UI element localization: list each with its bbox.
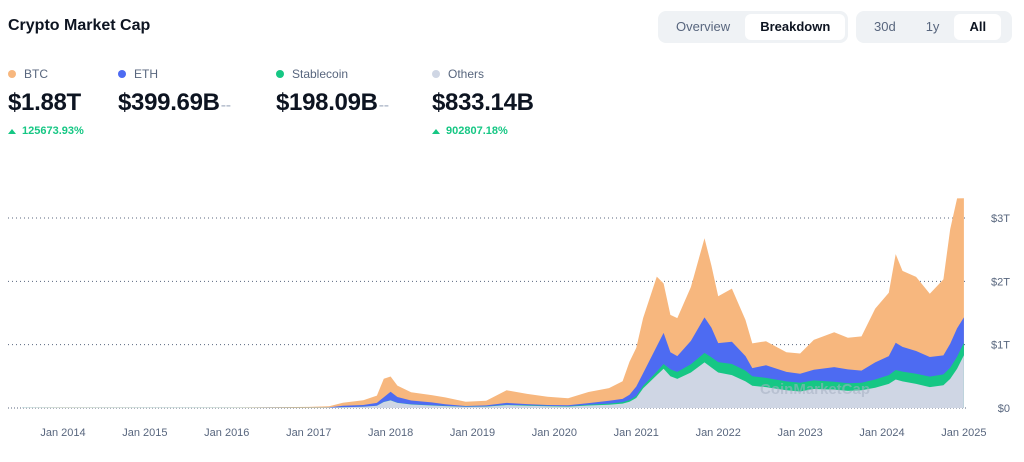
others-change: 902807.18% bbox=[432, 125, 534, 137]
range-tab-all[interactable]: All bbox=[954, 14, 1002, 40]
change-up-icon bbox=[432, 128, 440, 134]
others-market-cap-value: $833.14B bbox=[432, 89, 534, 116]
btc-change: 125673.93% bbox=[8, 125, 84, 137]
x-tick-label: Jan 2016 bbox=[204, 427, 249, 439]
x-tick-label: Jan 2021 bbox=[614, 427, 659, 439]
watermark-text: CoinMarketCap bbox=[760, 381, 870, 398]
stablecoin-market-cap-value: $198.09B bbox=[276, 89, 378, 116]
range-tab-30d[interactable]: 30d bbox=[874, 19, 896, 34]
x-tick-label: Jan 2019 bbox=[450, 427, 495, 439]
y-tick-label: $3T bbox=[991, 213, 1010, 225]
series-area-others bbox=[22, 355, 964, 408]
change-up-icon bbox=[8, 128, 16, 134]
view-tab-group: Overview Breakdown bbox=[658, 11, 848, 43]
legend-label-eth: ETH bbox=[134, 67, 158, 81]
range-tab-group: 30d 1y All bbox=[856, 11, 1012, 43]
x-tick-label: Jan 2023 bbox=[777, 427, 822, 439]
legend-item-others[interactable]: Others $833.14B 902807.18% bbox=[432, 67, 534, 137]
legend-label-stablecoin: Stablecoin bbox=[292, 67, 349, 81]
x-tick-label: Jan 2020 bbox=[532, 427, 577, 439]
others-change-value: 902807.18% bbox=[446, 125, 508, 137]
btc-color-dot bbox=[8, 70, 16, 78]
x-tick-label: Jan 2025 bbox=[941, 427, 986, 439]
y-tick-label: $0 bbox=[998, 403, 1010, 415]
x-tick-label: Jan 2018 bbox=[368, 427, 413, 439]
x-tick-label: Jan 2024 bbox=[859, 427, 904, 439]
y-tick-label: $1T bbox=[991, 340, 1010, 352]
legend-label-others: Others bbox=[448, 67, 485, 81]
legend-item-stablecoin[interactable]: Stablecoin $198.09B-- bbox=[276, 67, 389, 117]
x-tick-label: Jan 2015 bbox=[122, 427, 167, 439]
eth-change-value: -- bbox=[220, 97, 231, 114]
page-title: Crypto Market Cap bbox=[8, 17, 151, 34]
tab-breakdown[interactable]: Breakdown bbox=[745, 14, 846, 40]
legend-item-eth[interactable]: ETH $399.69B-- bbox=[118, 67, 231, 117]
y-tick-label: $2T bbox=[991, 276, 1010, 288]
x-tick-label: Jan 2014 bbox=[40, 427, 85, 439]
eth-market-cap-value: $399.69B bbox=[118, 89, 220, 116]
legend-item-btc[interactable]: BTC $1.88T 125673.93% bbox=[8, 67, 84, 137]
x-tick-label: Jan 2017 bbox=[286, 427, 331, 439]
others-color-dot bbox=[432, 70, 440, 78]
stablecoin-color-dot bbox=[276, 70, 284, 78]
stablecoin-market-cap-row: $198.09B-- bbox=[276, 89, 389, 117]
btc-market-cap-value: $1.88T bbox=[8, 89, 81, 116]
eth-market-cap-row: $399.69B-- bbox=[118, 89, 231, 117]
btc-change-value: 125673.93% bbox=[22, 125, 84, 137]
eth-color-dot bbox=[118, 70, 126, 78]
tab-overview[interactable]: Overview bbox=[676, 19, 731, 34]
legend-label-btc: BTC bbox=[24, 67, 48, 81]
range-tab-1y[interactable]: 1y bbox=[925, 19, 940, 34]
stablecoin-change-value: -- bbox=[378, 97, 389, 114]
x-tick-label: Jan 2022 bbox=[696, 427, 741, 439]
